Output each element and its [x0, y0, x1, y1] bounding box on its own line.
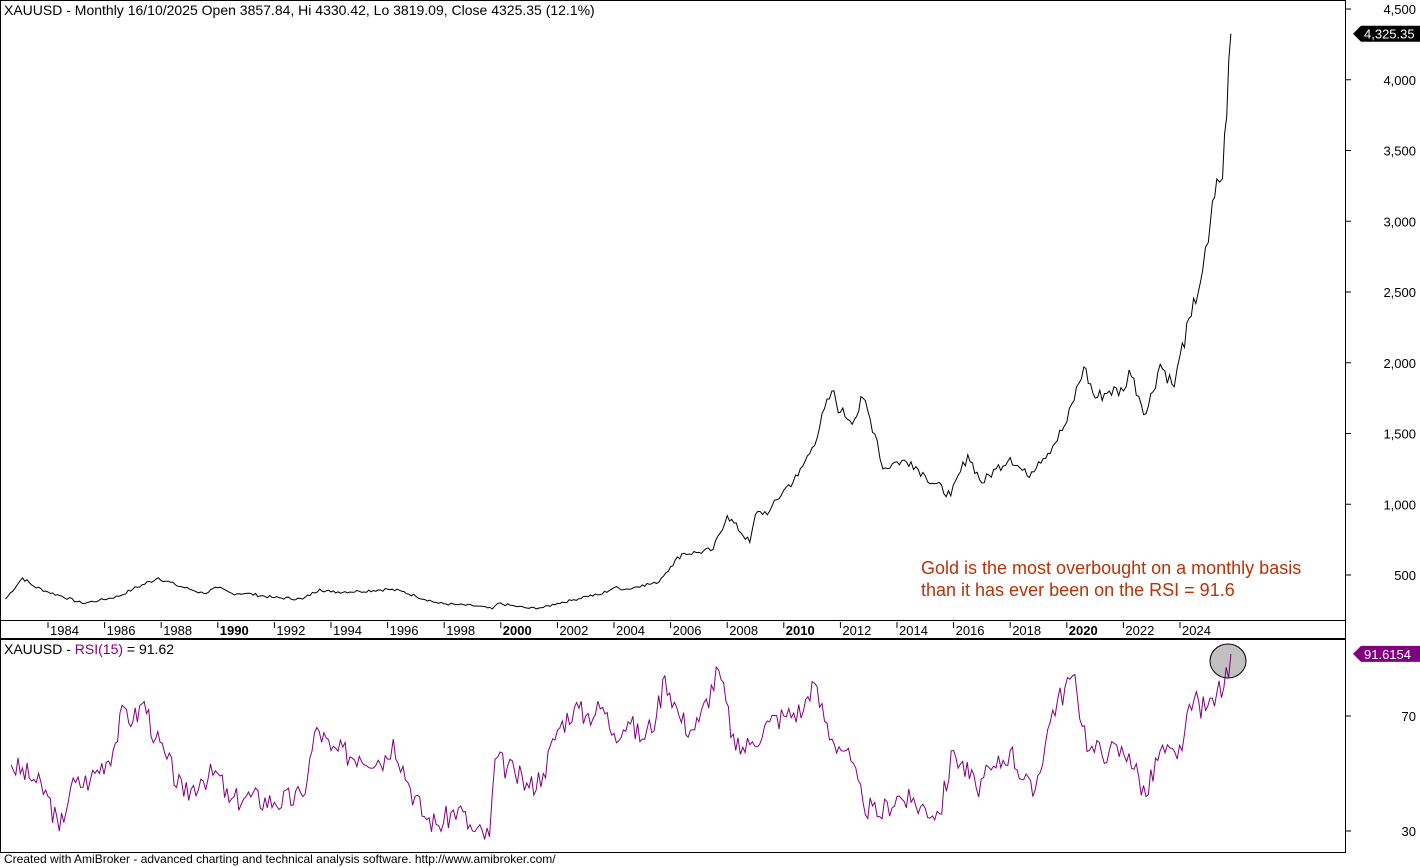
date-axis-label: 2012 [842, 623, 871, 638]
date-axis-label: 1990 [220, 623, 249, 638]
rsi-pane-border [0, 639, 1346, 853]
date-axis-label: 2024 [1182, 623, 1211, 638]
last-rsi-label: 91.6154 [1364, 647, 1411, 662]
rsi-symbol: XAUUSD - [4, 641, 75, 657]
date-axis-label: 2006 [673, 623, 702, 638]
price-pane-border [0, 0, 1346, 639]
date-axis-label: 1998 [446, 623, 475, 638]
rsi-axis-label: 70 [1402, 709, 1416, 724]
price-axis-label: 3,500 [1383, 144, 1416, 159]
date-axis-label: 1992 [276, 623, 305, 638]
rsi-title: XAUUSD - RSI(15) = 91.62 [4, 641, 174, 657]
price-axis-label: 2,000 [1383, 356, 1416, 371]
last-rsi-marker [1353, 645, 1420, 662]
price-axis-label: 2,500 [1383, 285, 1416, 300]
date-axis-label: 2018 [1012, 623, 1041, 638]
date-axis-label: 2016 [956, 623, 985, 638]
date-axis-label: 2004 [616, 623, 645, 638]
price-line [5, 33, 1232, 610]
annotation: Gold is the most overbought on a monthly… [921, 557, 1301, 601]
rsi-highlight-circle [1209, 643, 1247, 679]
rsi-line [10, 653, 1232, 840]
annotation-line-2: than it has ever been on the RSI = 91.6 [921, 580, 1235, 600]
last-price-marker [1353, 25, 1420, 42]
price-axis-label: 4,000 [1383, 73, 1416, 88]
annotation-line-1: Gold is the most overbought on a monthly… [921, 558, 1302, 578]
price-axis-label: 1,000 [1383, 497, 1416, 512]
date-axis-label: 2000 [503, 623, 532, 638]
chart-title: XAUUSD - Monthly 16/10/2025 Open 3857.84… [4, 2, 595, 18]
footer-credit: Created with AmiBroker - advanced charti… [4, 852, 556, 866]
date-axis-label: 1994 [333, 623, 362, 638]
price-axis-label: 3,000 [1383, 214, 1416, 229]
date-axis-label: 2002 [559, 623, 588, 638]
date-axis-label: 1986 [107, 623, 136, 638]
price-axis-label: 1,500 [1383, 427, 1416, 442]
last-price-label: 4,325.35 [1364, 27, 1415, 42]
date-axis-label: 1988 [163, 623, 192, 638]
date-axis-label: 2008 [729, 623, 758, 638]
date-axis-label: 2010 [786, 623, 815, 638]
date-axis-label: 2014 [899, 623, 928, 638]
price-axis-label: 4,500 [1383, 2, 1416, 17]
date-axis-label: 1984 [50, 623, 79, 638]
price-axis-label: 500 [1394, 568, 1416, 583]
date-axis-label: 2020 [1069, 623, 1098, 638]
rsi-value: = 91.62 [123, 641, 175, 657]
date-axis-label: 2022 [1125, 623, 1154, 638]
rsi-axis-label: 30 [1402, 824, 1416, 839]
rsi-indicator-name: RSI(15) [74, 641, 124, 657]
date-axis-label: 1996 [390, 623, 419, 638]
